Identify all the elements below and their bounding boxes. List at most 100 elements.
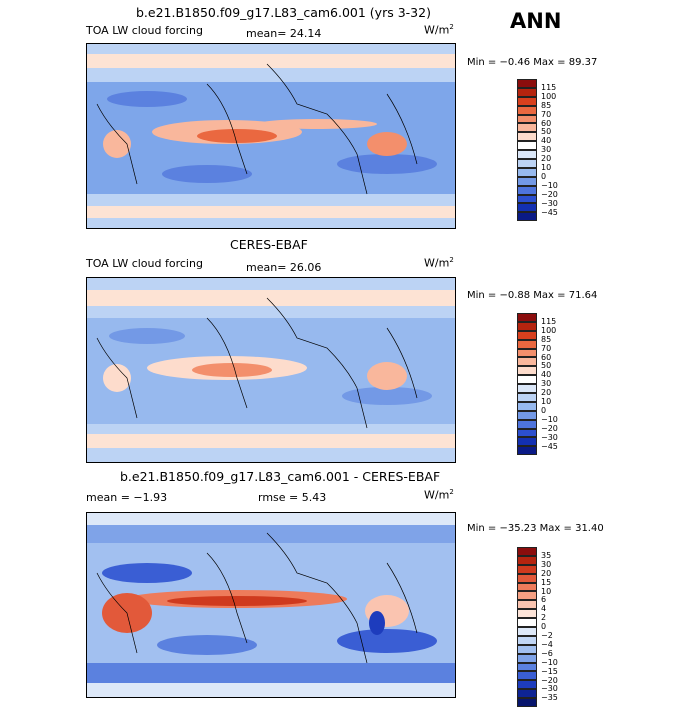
- colorbar-tick-label: 100: [541, 91, 557, 101]
- colorbar-swatch: [517, 321, 537, 331]
- colorbar-swatch: [517, 635, 537, 645]
- panel3-units: W/m2: [424, 488, 454, 502]
- colorbar-swatch: [517, 141, 537, 151]
- colorbar-swatch: [517, 428, 537, 438]
- colorbar-swatch: [517, 662, 537, 672]
- panel2-map: [86, 277, 456, 463]
- panel3-map: [86, 512, 456, 698]
- colorbar-swatch: [517, 313, 537, 322]
- colorbar-swatch: [517, 600, 537, 610]
- colorbar-tick-label: 35: [541, 550, 552, 560]
- panel1-var-label: TOA LW cloud forcing: [86, 24, 203, 37]
- panel2-units: W/m2: [424, 256, 454, 270]
- colorbar-tick-label: −20: [541, 675, 558, 685]
- colorbar-tick-label: 2: [541, 613, 547, 623]
- colorbar-swatch: [517, 618, 537, 628]
- colorbar-swatch: [517, 339, 537, 349]
- colorbar-tick-label: 0: [541, 622, 547, 632]
- panel3-rmse: rmse = 5.43: [258, 491, 327, 504]
- colorbar-swatch: [517, 609, 537, 619]
- colorbar-swatch: [517, 698, 537, 707]
- colorbar-tick-label: 15: [541, 577, 552, 587]
- colorbar-swatch: [517, 689, 537, 699]
- colorbar-tick-label: 20: [541, 568, 552, 578]
- colorbar-tick-label: 4: [541, 604, 547, 614]
- colorbar-tick-label: 115: [541, 316, 557, 326]
- colorbar-swatch: [517, 212, 537, 222]
- panel1-mean: mean= 24.14: [246, 27, 322, 40]
- colorbar-swatch: [517, 644, 537, 654]
- colorbar-tick-label: 50: [541, 127, 552, 137]
- colorbar-swatch: [517, 547, 537, 556]
- colorbar-tick-label: −6: [541, 648, 553, 658]
- colorbar-swatch: [517, 671, 537, 681]
- colorbar-swatch: [517, 185, 537, 195]
- colorbar-swatch: [517, 375, 537, 385]
- colorbar-swatch: [517, 591, 537, 601]
- colorbar-tick-label: 50: [541, 361, 552, 371]
- colorbar-tick-label: 60: [541, 118, 552, 128]
- panel1-map: [86, 43, 456, 229]
- colorbar-swatch: [517, 582, 537, 592]
- panel1-units: W/m2: [424, 23, 454, 37]
- colorbar-swatch: [517, 132, 537, 142]
- colorbar-tick-label: 30: [541, 559, 552, 569]
- colorbar-tick-label: −4: [541, 639, 553, 649]
- colorbar-tick-label: 20: [541, 388, 552, 398]
- panel3-minmax: Min = −35.23 Max = 31.40: [467, 523, 604, 534]
- panel1-title: b.e21.B1850.f09_g17.L83_cam6.001 (yrs 3-…: [136, 5, 431, 20]
- colorbar-tick-label: −30: [541, 684, 558, 694]
- colorbar-swatch: [517, 627, 537, 636]
- colorbar-swatch: [517, 437, 537, 447]
- panel3-title: b.e21.B1850.f09_g17.L83_cam6.001 - CERES…: [120, 469, 441, 484]
- colorbar-swatch: [517, 446, 537, 456]
- colorbar-tick-label: 0: [541, 405, 547, 415]
- colorbar-tick-label: −20: [541, 189, 558, 199]
- colorbar-tick-label: 6: [541, 595, 547, 605]
- panel2-map-field: [87, 278, 455, 462]
- colorbar-swatch: [517, 410, 537, 420]
- colorbar-swatch: [517, 159, 537, 168]
- colorbar-tick-label: 10: [541, 163, 552, 172]
- panel2-coast: [96, 297, 418, 429]
- colorbar-swatch: [517, 194, 537, 204]
- colorbar-tick-label: −20: [541, 423, 558, 433]
- panel1-map-field: [87, 44, 455, 228]
- panel2-colorbar: 115 100 85 70 60 50 40 30 20 10 0 −10 −20 −30 −45: [517, 313, 558, 456]
- colorbar-swatch: [517, 123, 537, 133]
- panel2-minmax: Min = −0.88 Max = 71.64: [467, 290, 598, 301]
- colorbar-tick-label: −45: [541, 441, 558, 451]
- colorbar-swatch: [517, 564, 537, 574]
- colorbar-swatch: [517, 176, 537, 186]
- colorbar-tick-label: −35: [541, 693, 558, 703]
- colorbar-tick-label: 20: [541, 154, 552, 164]
- colorbar-swatch: [517, 348, 537, 358]
- colorbar-tick-label: −10: [541, 657, 558, 667]
- colorbar-swatch: [517, 203, 537, 213]
- colorbar-tick-label: −2: [541, 631, 553, 640]
- panel2-mean: mean= 26.06: [246, 261, 322, 274]
- colorbar-swatch: [517, 653, 537, 663]
- colorbar-tick-label: −45: [541, 207, 558, 217]
- colorbar-tick-label: 10: [541, 586, 552, 596]
- colorbar-swatch: [517, 384, 537, 394]
- colorbar-swatch: [517, 114, 537, 124]
- colorbar-swatch: [517, 167, 537, 177]
- colorbar-tick-label: 115: [541, 82, 557, 92]
- colorbar-tick-label: 30: [541, 379, 552, 389]
- colorbar-swatch: [517, 401, 537, 411]
- colorbar-tick-label: −30: [541, 198, 558, 208]
- colorbar-swatch: [517, 393, 537, 402]
- colorbar-tick-label: 10: [541, 397, 552, 406]
- panel1-minmax: Min = −0.46 Max = 89.37: [467, 57, 598, 68]
- colorbar-tick-label: 60: [541, 352, 552, 362]
- colorbar-tick-label: 40: [541, 370, 552, 380]
- panel3-colorbar: 35 30 20 15 10 6 4 2 0 −2 −4 −6 −10 −15 −20 −30 −35: [517, 547, 558, 707]
- colorbar-swatch: [517, 79, 537, 88]
- colorbar-swatch: [517, 96, 537, 106]
- colorbar-tick-label: 70: [541, 109, 552, 119]
- panel3-coast: [96, 532, 418, 664]
- colorbar-swatch: [517, 680, 537, 690]
- colorbar-swatch: [517, 150, 537, 160]
- colorbar-tick-label: −10: [541, 180, 558, 190]
